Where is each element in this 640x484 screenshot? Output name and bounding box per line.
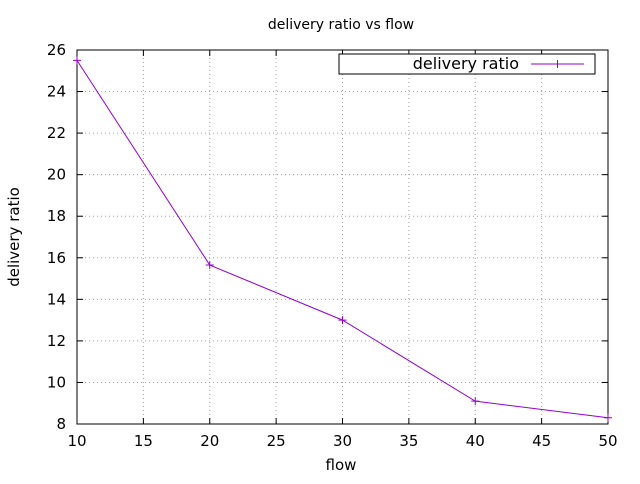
x-tick-label: 50 [598,432,617,450]
chart-title: delivery ratio vs flow [268,17,414,33]
x-tick-label: 10 [67,432,86,450]
y-tick-label: 24 [47,83,66,101]
x-tick-label: 25 [267,432,286,450]
y-tick-label: 16 [47,249,66,267]
x-tick-label: 35 [399,432,418,450]
y-axis-label: delivery ratio [5,187,23,287]
y-tick-label: 18 [47,207,66,225]
legend-label: delivery ratio [413,54,519,73]
y-tick-label: 10 [47,373,66,391]
y-tick-label: 26 [47,41,66,59]
series-layer [73,56,612,422]
y-tick-label: 14 [47,290,66,308]
legend-box [338,53,596,75]
x-tick-label: 15 [134,432,153,450]
x-tick-label: 40 [466,432,485,450]
legend: delivery ratio [338,53,596,75]
x-axis-label: flow [326,456,357,474]
x-tick-label: 20 [200,432,219,450]
data-point [338,316,347,325]
data-point [205,261,214,270]
legend-marker [553,60,562,68]
data-point [73,56,81,65]
y-tick-label: 20 [47,166,66,184]
y-tick-label: 22 [47,124,66,142]
data-point [471,397,480,406]
grid-layer [77,50,608,424]
series-line [76,60,609,419]
data-point [604,413,612,422]
x-tick-label: 30 [333,432,352,450]
y-tick-label: 8 [56,415,66,433]
y-tick-label: 12 [47,332,66,350]
x-tick-label: 45 [532,432,551,450]
